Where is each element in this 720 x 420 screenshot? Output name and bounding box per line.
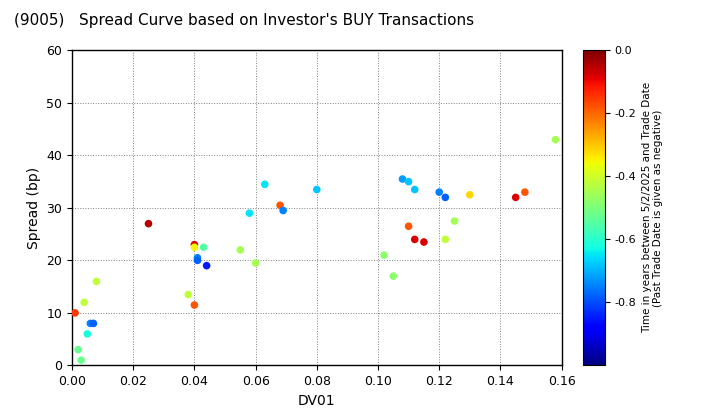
Point [76, 357, 87, 363]
Point [277, 207, 289, 214]
Point [235, 247, 246, 253]
Point [449, 218, 460, 224]
Point [409, 186, 420, 193]
Point [403, 178, 415, 185]
Y-axis label: Time in years between 5/2/2025 and Trade Date
(Past Trade Date is given as negat: Time in years between 5/2/2025 and Trade… [642, 82, 663, 333]
Point [88, 320, 99, 327]
X-axis label: DV01: DV01 [298, 394, 336, 408]
Point [69, 310, 81, 316]
Point [519, 189, 531, 196]
Point [274, 202, 286, 209]
Point [439, 236, 451, 243]
Point [311, 186, 323, 193]
Point [192, 257, 203, 264]
Point [183, 291, 194, 298]
Point [81, 331, 93, 337]
Point [91, 278, 102, 285]
Point [550, 136, 562, 143]
Point [198, 244, 210, 251]
Point [418, 239, 430, 245]
Point [397, 176, 408, 182]
Point [387, 273, 399, 280]
Point [510, 194, 521, 201]
Point [85, 320, 96, 327]
Point [189, 244, 200, 251]
Point [250, 260, 261, 266]
Point [439, 194, 451, 201]
Point [403, 223, 415, 230]
Point [189, 241, 200, 248]
Point [464, 192, 476, 198]
Point [409, 236, 420, 243]
Point [259, 181, 271, 188]
Point [201, 262, 212, 269]
Point [433, 189, 445, 196]
Point [192, 255, 203, 261]
Point [189, 302, 200, 308]
Point [78, 299, 90, 306]
Point [143, 220, 154, 227]
Text: (9005)   Spread Curve based on Investor's BUY Transactions: (9005) Spread Curve based on Investor's … [14, 13, 474, 28]
Y-axis label: Spread (bp): Spread (bp) [27, 167, 41, 249]
Point [379, 252, 390, 258]
Point [243, 210, 256, 217]
Point [72, 346, 84, 353]
